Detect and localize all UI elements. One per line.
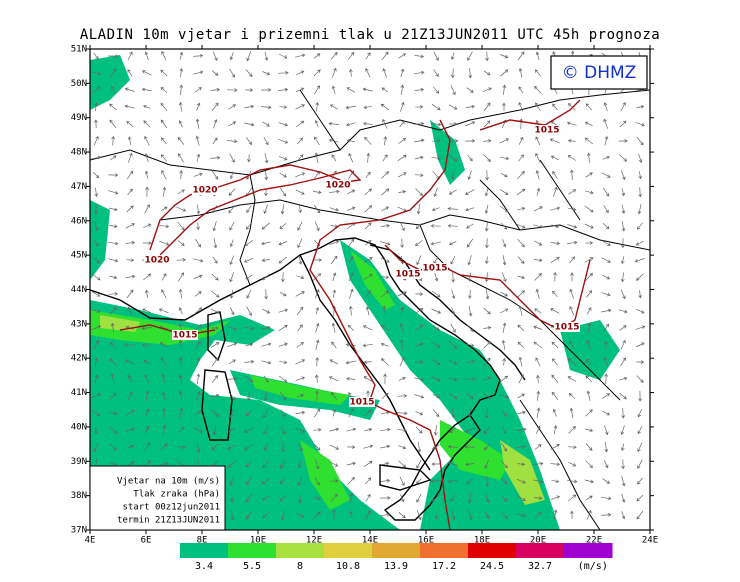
info-line: Vjetar na 10m (m/s)	[117, 477, 220, 487]
isobar-label-bg	[422, 263, 448, 273]
info-line: termin 21Z13JUN2011	[117, 516, 220, 526]
colorbar-swatch	[372, 543, 421, 558]
colorbar-swatch	[516, 543, 565, 558]
lat-label: 43N	[71, 319, 87, 329]
axis: 51N 50N 49N 48N 47N 46N 45N 44N 43N 42N 41N 40N 39N 3…	[71, 45, 658, 546]
isobar-label-bg	[349, 397, 375, 407]
lon-label: 12E	[306, 536, 322, 546]
logo-box: © DHMZ	[550, 55, 648, 90]
isobar-label-bg	[534, 125, 560, 135]
isobar-label-bg	[172, 330, 198, 340]
colorbar-swatch	[180, 543, 229, 558]
isobar-label-bg	[395, 269, 421, 279]
colorbar: 3.4 5.5 8 10.8 13.9 17.2 24.5 32.7 (m/s)	[180, 543, 613, 572]
lat-label: 39N	[71, 457, 87, 467]
isobar-label: 1015	[554, 323, 579, 333]
colorbar-swatch	[276, 543, 325, 558]
lat-label: 44N	[71, 285, 87, 295]
colorbar-swatch	[420, 543, 469, 558]
colorbar-label: 17.2	[432, 561, 456, 572]
lon-label: 4E	[85, 536, 96, 546]
colorbar-label: 5.5	[243, 561, 261, 572]
lat-label: 38N	[71, 491, 87, 501]
colorbar-swatch	[228, 543, 277, 558]
isobar-label-bg	[144, 255, 170, 265]
lat-label: 41N	[71, 388, 87, 398]
isobar-label: 1015	[172, 331, 197, 341]
colorbar-label: 13.9	[384, 561, 408, 572]
info-line: start 00z12jun2011	[122, 503, 220, 513]
colorbar-label: 32.7	[528, 561, 552, 572]
map-layer	[90, 50, 650, 530]
isobar-label-bg	[192, 185, 218, 195]
colorbar-swatch	[564, 543, 613, 558]
isobar-label: 1015	[395, 270, 420, 280]
lon-label: 22E	[586, 536, 602, 546]
isobar-label: 1015	[534, 126, 559, 136]
lat-label: 51N	[71, 45, 87, 55]
lon-label: 6E	[141, 536, 152, 546]
wind-arrow	[91, 50, 646, 521]
lat-label: 47N	[71, 182, 87, 192]
info-box: Vjetar na 10m (m/s) Tlak zraka (hPa) start…	[89, 465, 226, 531]
lon-label: 16E	[418, 536, 434, 546]
colorbar-label: 10.8	[336, 561, 360, 572]
isobar-label: 1020	[325, 181, 350, 191]
isobar-label: 1020	[192, 186, 217, 196]
isobar-label-bg	[554, 322, 580, 332]
lon-label: 14E	[362, 536, 378, 546]
title: ALADIN 10m vjetar i prizemni tlak u 21Z1…	[80, 27, 660, 43]
lat-label: 45N	[71, 251, 87, 261]
isobar-label: 1015	[349, 398, 374, 408]
isobar-label: 1015	[422, 264, 447, 274]
lat-label: 42N	[71, 354, 87, 364]
lon-label: 18E	[474, 536, 490, 546]
lat-label: 46N	[71, 216, 87, 226]
colorbar-unit: (m/s)	[578, 561, 608, 572]
colorbar-label: 24.5	[480, 561, 504, 572]
lon-label: 8E	[197, 536, 208, 546]
lat-label: 48N	[71, 148, 87, 158]
colorbar-label: 3.4	[195, 561, 213, 572]
colorbar-swatch	[324, 543, 373, 558]
lat-label: 49N	[71, 113, 87, 123]
logo: © DHMZ	[562, 63, 637, 83]
lat-label: 50N	[71, 79, 87, 89]
info-line: Tlak zraka (hPa)	[133, 490, 220, 500]
colorbar-swatch	[468, 543, 517, 558]
isobar-label-bg	[325, 180, 351, 190]
lon-label: 10E	[250, 536, 266, 546]
lon-label: 24E	[642, 536, 658, 546]
lat-label: 40N	[71, 422, 87, 432]
wind-arrows	[91, 50, 646, 521]
isobar-label: 1020	[144, 256, 169, 266]
colorbar-label: 8	[297, 561, 303, 572]
lon-label: 20E	[530, 536, 546, 546]
lat-label: 37N	[71, 526, 87, 536]
